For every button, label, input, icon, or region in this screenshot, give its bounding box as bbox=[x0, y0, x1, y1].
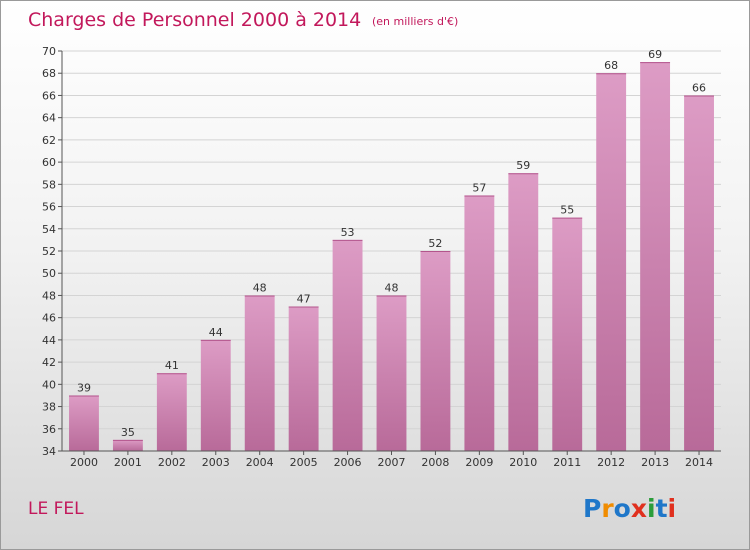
data-label: 41 bbox=[165, 359, 179, 372]
x-tick-label: 2013 bbox=[641, 456, 669, 469]
bar bbox=[244, 295, 275, 451]
x-tick-label: 2000 bbox=[70, 456, 98, 469]
x-tick-label: 2012 bbox=[597, 456, 625, 469]
data-label: 35 bbox=[121, 426, 135, 439]
x-tick-label: 2001 bbox=[114, 456, 142, 469]
bar bbox=[640, 62, 671, 451]
y-tick-label: 44 bbox=[42, 334, 56, 347]
x-tick-label: 2006 bbox=[334, 456, 362, 469]
bar bbox=[200, 339, 231, 451]
y-tick-label: 52 bbox=[42, 245, 56, 258]
x-tick-label: 2011 bbox=[553, 456, 581, 469]
y-tick-label: 48 bbox=[42, 289, 56, 302]
bar bbox=[420, 251, 451, 451]
data-label: 68 bbox=[604, 59, 618, 72]
x-tick-label: 2014 bbox=[685, 456, 713, 469]
data-label: 59 bbox=[516, 159, 530, 172]
x-tick-label: 2005 bbox=[290, 456, 318, 469]
data-label: 48 bbox=[385, 281, 399, 294]
bar bbox=[508, 173, 539, 451]
y-tick-label: 42 bbox=[42, 356, 56, 369]
data-label: 69 bbox=[648, 48, 662, 61]
x-tick-label: 2010 bbox=[509, 456, 537, 469]
chart-subtitle: (en milliers d'€) bbox=[372, 15, 458, 28]
y-tick-label: 36 bbox=[42, 423, 56, 436]
y-tick-label: 56 bbox=[42, 201, 56, 214]
axes bbox=[61, 51, 721, 452]
data-label: 52 bbox=[428, 237, 442, 250]
x-tick-label: 2009 bbox=[465, 456, 493, 469]
x-axis-tick-labels: 2000 2001 2002 2003 2004 2005 2006 2007 2008 2009… bbox=[70, 451, 713, 469]
place-name: LE FEL bbox=[28, 499, 84, 519]
y-tick-label: 38 bbox=[42, 401, 56, 414]
y-tick-label: 68 bbox=[42, 67, 56, 80]
bar bbox=[684, 95, 714, 451]
data-label: 53 bbox=[341, 226, 355, 239]
data-label: 44 bbox=[209, 326, 223, 339]
y-tick-label: 70 bbox=[42, 45, 56, 58]
y-axis-tick-labels: 34 36 38 40 42 44 46 48 50 52 54 56 58 60 62 64 66 68 70 bbox=[42, 45, 62, 458]
bars: 39 35 41 44 48 47 53 48 52 57 59 55 68 69 66 bbox=[69, 48, 714, 451]
y-tick-label: 64 bbox=[42, 112, 56, 125]
x-tick-label: 2007 bbox=[378, 456, 406, 469]
y-tick-label: 54 bbox=[42, 223, 56, 236]
bar bbox=[376, 295, 407, 451]
y-tick-label: 58 bbox=[42, 178, 56, 191]
x-tick-label: 2008 bbox=[421, 456, 449, 469]
data-label: 66 bbox=[692, 81, 706, 94]
data-label: 48 bbox=[253, 281, 267, 294]
data-label: 47 bbox=[297, 293, 311, 306]
y-tick-label: 46 bbox=[42, 312, 56, 325]
bar bbox=[464, 195, 495, 451]
data-label: 39 bbox=[77, 381, 91, 394]
bar bbox=[596, 73, 627, 451]
x-tick-label: 2003 bbox=[202, 456, 230, 469]
x-tick-label: 2002 bbox=[158, 456, 186, 469]
bar bbox=[332, 239, 363, 451]
proxiti-logo: Proxiti bbox=[583, 494, 676, 523]
y-tick-label: 60 bbox=[42, 156, 56, 169]
data-label: 57 bbox=[472, 181, 486, 194]
bar bbox=[112, 439, 143, 451]
y-tick-label: 34 bbox=[42, 445, 56, 458]
y-tick-label: 50 bbox=[42, 267, 56, 280]
data-label: 55 bbox=[560, 204, 574, 217]
y-tick-label: 62 bbox=[42, 134, 56, 147]
bar bbox=[288, 306, 319, 451]
bar bbox=[156, 373, 187, 451]
y-tick-label: 66 bbox=[42, 89, 56, 102]
bar bbox=[69, 395, 99, 451]
x-tick-label: 2004 bbox=[246, 456, 274, 469]
y-tick-label: 40 bbox=[42, 378, 56, 391]
bar bbox=[552, 217, 583, 451]
chart-title: Charges de Personnel 2000 à 2014 bbox=[28, 9, 361, 31]
